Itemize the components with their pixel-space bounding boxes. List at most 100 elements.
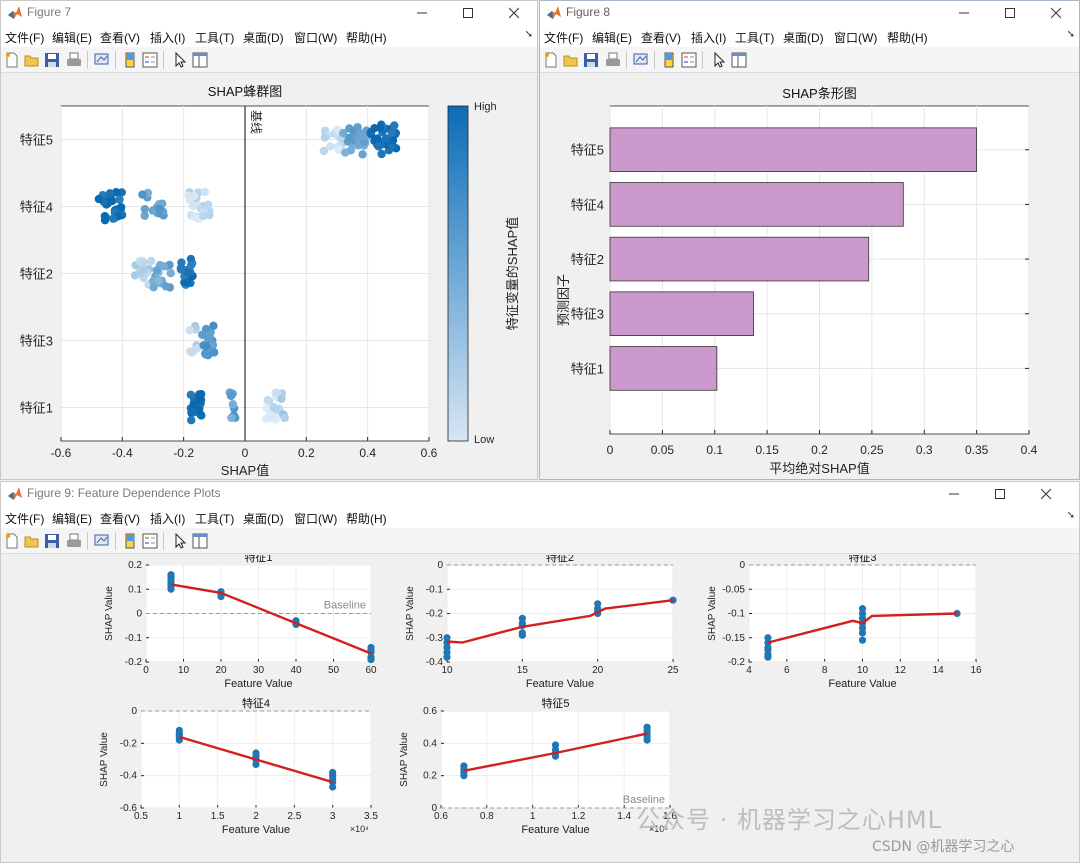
insert-colorbar-icon-glyph: [125, 52, 135, 68]
menu-file[interactable]: 文件(F): [5, 512, 45, 526]
link-plot-icon[interactable]: [632, 51, 650, 69]
swarm-point: [197, 330, 207, 339]
minimize-button[interactable]: [399, 1, 445, 25]
menu-bar: 文件(F) 编辑(E) 查看(V) 插入(I) 工具(T) 桌面(D) 窗口(W…: [1, 25, 537, 47]
x-exponent-label: ×10⁵: [649, 824, 668, 834]
property-inspector-icon[interactable]: [730, 51, 748, 69]
minimize-button[interactable]: [931, 482, 977, 506]
insert-legend-icon[interactable]: [141, 51, 159, 69]
figure9-titlebar[interactable]: Figure 9: Feature Dependence Plots: [1, 482, 1079, 506]
x-tick-label: 0.4: [359, 446, 376, 460]
y-tick-label: 0: [131, 706, 137, 717]
y-tick-label: -0.3: [426, 633, 444, 644]
menu-window[interactable]: 窗口(W): [834, 31, 878, 45]
toolbar-dock-arrow-icon[interactable]: ➘: [1066, 29, 1075, 40]
print-icon-glyph: [67, 52, 81, 66]
trend-line: [767, 612, 958, 644]
toolbar-separator: [163, 51, 164, 69]
y-tick-label: 0: [431, 803, 437, 814]
figure8-titlebar[interactable]: Figure 8: [540, 1, 1079, 25]
y-tick-label: -0.1: [426, 584, 444, 595]
print-icon[interactable]: [604, 51, 622, 69]
menu-desktop[interactable]: 桌面(D): [243, 31, 284, 45]
link-plot-icon[interactable]: [93, 532, 111, 550]
save-icon[interactable]: [43, 532, 61, 550]
menu-insert[interactable]: 插入(I): [150, 31, 186, 45]
insert-legend-icon[interactable]: [680, 51, 698, 69]
toolbar-dock-arrow-icon[interactable]: ➘: [1066, 510, 1075, 521]
edit-plot-icon[interactable]: [710, 51, 728, 69]
menu-view[interactable]: 查看(V): [641, 31, 681, 45]
maximize-button[interactable]: [987, 1, 1033, 25]
y-tick-label: 0.4: [423, 738, 437, 749]
x-tick-label: 1.6: [663, 811, 677, 822]
menu-insert[interactable]: 插入(I): [691, 31, 727, 45]
swarm-point: [105, 189, 115, 198]
menu-window[interactable]: 窗口(W): [294, 512, 338, 526]
insert-colorbar-icon[interactable]: [121, 51, 139, 69]
x-tick-label: 1: [530, 811, 536, 822]
edit-plot-icon[interactable]: [171, 532, 189, 550]
close-button[interactable]: [1033, 1, 1079, 25]
maximize-button[interactable]: [445, 1, 491, 25]
new-figure-icon[interactable]: [3, 532, 21, 550]
insert-legend-icon-glyph: [681, 52, 697, 68]
insert-colorbar-icon[interactable]: [660, 51, 678, 69]
link-plot-icon[interactable]: [93, 51, 111, 69]
trend-line: [170, 583, 372, 655]
bar-特征3: [609, 291, 754, 337]
figure7-titlebar[interactable]: Figure 7: [1, 1, 537, 25]
y-tick-label: 0: [437, 560, 443, 571]
swarm-point: [388, 136, 398, 145]
toolbar-dock-arrow-icon[interactable]: ➘: [524, 29, 533, 40]
save-icon-glyph: [584, 53, 598, 67]
swarm-point: [271, 388, 280, 398]
maximize-button[interactable]: [977, 482, 1023, 506]
menu-view[interactable]: 查看(V): [100, 512, 140, 526]
close-button[interactable]: [1023, 482, 1069, 506]
menu-edit[interactable]: 编辑(E): [52, 512, 92, 526]
dependence-panel-特征4: 0.5 1 1.5 2 2.5 3 3.5 0 -0.2 -0.4 -0.6 特征4 Feature V…: [99, 696, 378, 836]
menu-desktop[interactable]: 桌面(D): [783, 31, 824, 45]
toolbar-separator: [163, 532, 164, 550]
save-icon[interactable]: [43, 51, 61, 69]
insert-colorbar-icon[interactable]: [121, 532, 139, 550]
print-icon[interactable]: [65, 51, 83, 69]
close-button[interactable]: [491, 1, 537, 25]
property-inspector-icon[interactable]: [191, 532, 209, 550]
menu-tools[interactable]: 工具(T): [195, 31, 235, 45]
open-file-icon-glyph: [24, 55, 39, 67]
edit-plot-icon[interactable]: [171, 51, 189, 69]
minimize-button[interactable]: [941, 1, 987, 25]
menu-view[interactable]: 查看(V): [100, 31, 140, 45]
new-figure-icon[interactable]: [3, 51, 21, 69]
save-icon-glyph: [45, 53, 59, 67]
menu-edit[interactable]: 编辑(E): [52, 31, 92, 45]
new-figure-icon[interactable]: [542, 51, 560, 69]
menu-help[interactable]: 帮助(H): [887, 31, 928, 45]
menu-bar: 文件(F) 编辑(E) 查看(V) 插入(I) 工具(T) 桌面(D) 窗口(W…: [540, 25, 1079, 47]
open-file-icon[interactable]: [23, 51, 41, 69]
open-file-icon[interactable]: [23, 532, 41, 550]
menu-help[interactable]: 帮助(H): [346, 512, 387, 526]
open-file-icon[interactable]: [562, 51, 580, 69]
swarm-point: [280, 413, 289, 423]
menu-help[interactable]: 帮助(H): [346, 31, 387, 45]
data-point: [518, 619, 526, 627]
menu-insert[interactable]: 插入(I): [150, 512, 186, 526]
x-axis-label: Feature Value: [828, 678, 896, 690]
property-inspector-icon[interactable]: [191, 51, 209, 69]
minimize-icon: [959, 12, 969, 14]
menu-edit[interactable]: 编辑(E): [592, 31, 632, 45]
menu-desktop[interactable]: 桌面(D): [243, 512, 284, 526]
menu-file[interactable]: 文件(F): [544, 31, 584, 45]
save-icon[interactable]: [582, 51, 600, 69]
menu-window[interactable]: 窗口(W): [294, 31, 338, 45]
insert-legend-icon[interactable]: [141, 532, 159, 550]
print-icon[interactable]: [65, 532, 83, 550]
x-tick-label: 2.5: [287, 811, 301, 822]
menu-tools[interactable]: 工具(T): [195, 512, 235, 526]
edit-plot-icon-glyph: [175, 51, 187, 68]
menu-file[interactable]: 文件(F): [5, 31, 45, 45]
menu-tools[interactable]: 工具(T): [735, 31, 775, 45]
